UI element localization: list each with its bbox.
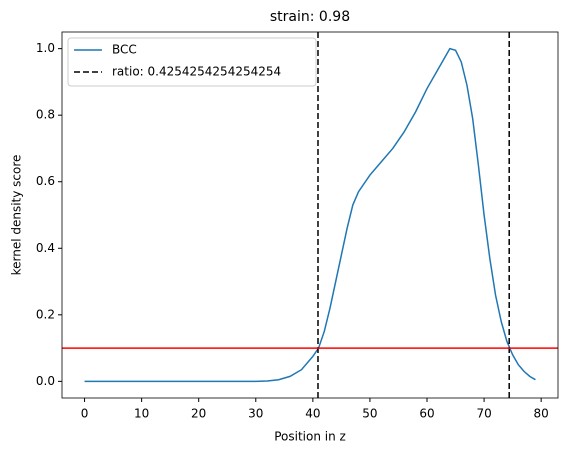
y-tick-label: 0.0 [36,374,55,388]
x-axis-label: Position in z [274,430,346,444]
y-axis-label: kernel density score [10,155,24,276]
y-tick-label: 1.0 [36,41,55,55]
legend-label: ratio: 0.4254254254254254 [112,65,281,79]
axes-frame [61,31,559,399]
x-tick-label: 0 [81,407,89,421]
y-tick-label: 0.4 [36,241,55,255]
x-tick-label: 30 [248,407,263,421]
x-tick-label: 50 [362,407,377,421]
x-tick-label: 70 [476,407,491,421]
legend-label: BCC [112,43,137,57]
y-tick-label: 0.8 [36,108,55,122]
x-tick-label: 80 [534,407,549,421]
y-tick-label: 0.2 [36,307,55,321]
x-tick-label: 60 [419,407,434,421]
legend-box [67,37,317,87]
chart-title: strain: 0.98 [270,9,350,25]
x-tick-label: 40 [305,407,320,421]
x-tick-label: 10 [134,407,149,421]
data-line [84,47,536,383]
y-tick-label: 0.6 [36,174,55,188]
x-tick-label: 20 [191,407,206,421]
